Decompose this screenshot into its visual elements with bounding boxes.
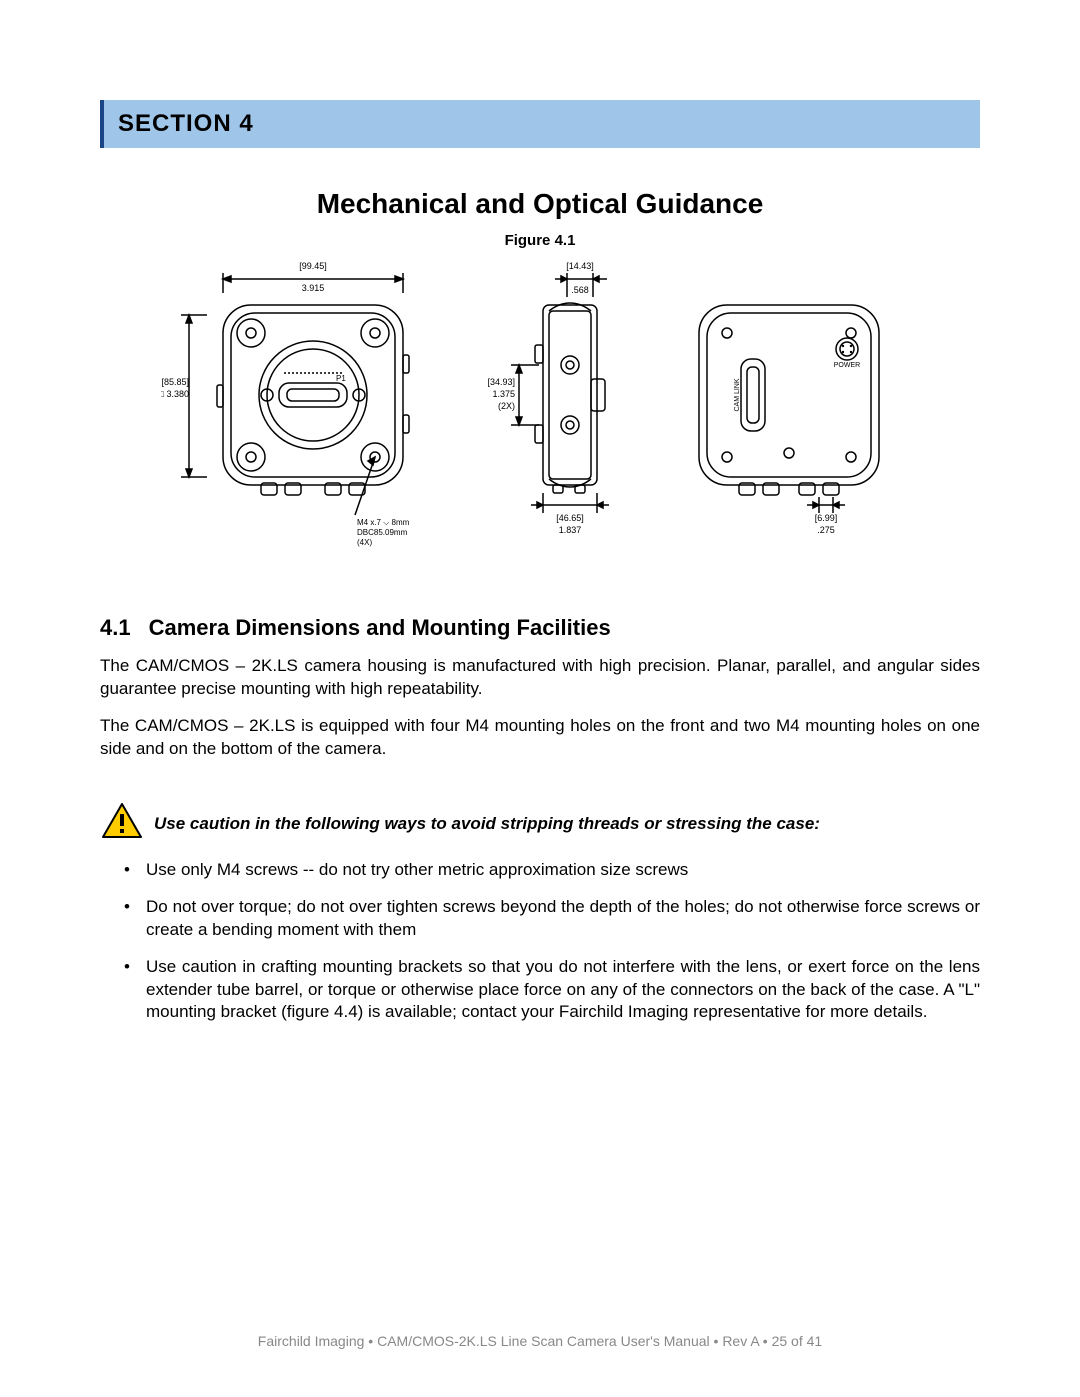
caution-text: Use caution in the following ways to avo…: [154, 801, 820, 835]
side-holesp-in: 1.375: [492, 389, 515, 399]
section-banner-label: SECTION 4: [118, 110, 966, 138]
page-footer: Fairchild Imaging • CAM/CMOS-2K.LS Line …: [0, 1333, 1080, 1349]
warning-icon: [100, 801, 144, 841]
hole-note-3: (4X): [357, 538, 372, 547]
diagram-side-view: [14.43] .568 [34.93] 1.375 (2X) [46.65] …: [475, 255, 645, 555]
rear-depth-mm: [6.99]: [815, 513, 838, 523]
subsection-heading: 4.1 Camera Dimensions and Mounting Facil…: [100, 615, 980, 641]
bullet-item: Do not over torque; do not over tighten …: [124, 896, 980, 942]
diagram-rear-view: POWER CAM LINK [6.99] .275: [669, 255, 919, 555]
camlink-label: CAM LINK: [734, 378, 741, 411]
front-height-sq: □ 3.380: [161, 389, 189, 399]
diagram-front-view: [99.45] 3.915 [85.85] □ 3.380 P1 M4 x.7 …: [161, 255, 451, 555]
hole-note-2: DBC85.09mm: [357, 528, 408, 537]
page-title: Mechanical and Optical Guidance: [100, 188, 980, 220]
side-depth-in: .568: [571, 285, 589, 295]
caution-block: Use caution in the following ways to avo…: [100, 801, 980, 841]
front-width-in: 3.915: [302, 283, 325, 293]
section-banner: SECTION 4: [100, 100, 980, 148]
front-height-mm: [85.85]: [161, 377, 189, 387]
figure-label: Figure 4.1: [100, 232, 980, 249]
caution-bullet-list: Use only M4 screws -- do not try other m…: [100, 859, 980, 1025]
side-width-mm: [46.65]: [556, 513, 584, 523]
hole-note-1: M4 x.7 ⌵ 8mm: [357, 518, 410, 527]
bullet-item: Use only M4 screws -- do not try other m…: [124, 859, 980, 882]
side-holesp-qty: (2X): [498, 401, 515, 411]
power-label: POWER: [834, 362, 860, 369]
p1-label: P1: [336, 374, 346, 383]
rear-depth-in: .275: [817, 525, 835, 535]
side-holesp-mm: [34.93]: [487, 377, 515, 387]
figure-diagram: [99.45] 3.915 [85.85] □ 3.380 P1 M4 x.7 …: [100, 255, 980, 555]
bullet-item: Use caution in crafting mounting bracket…: [124, 956, 980, 1025]
subsection-title: Camera Dimensions and Mounting Facilitie…: [149, 615, 611, 641]
paragraph-1: The CAM/CMOS – 2K.LS camera housing is m…: [100, 655, 980, 701]
front-width-mm: [99.45]: [299, 261, 327, 271]
paragraph-2: The CAM/CMOS – 2K.LS is equipped with fo…: [100, 715, 980, 761]
subsection-number: 4.1: [100, 615, 131, 641]
side-depth-mm: [14.43]: [566, 261, 594, 271]
side-width-in: 1.837: [559, 525, 582, 535]
